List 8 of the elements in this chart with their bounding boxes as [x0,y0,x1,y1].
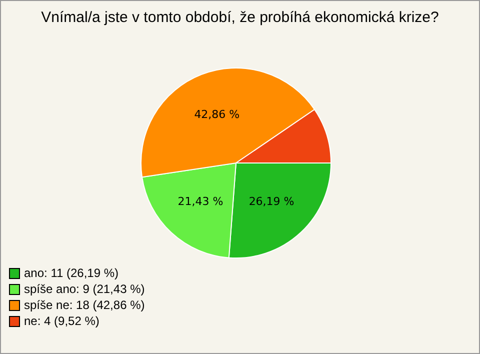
legend-label: spíše ne: 18 (42,86 %) [24,297,145,313]
legend-label: ne: 4 (9,52 %) [24,313,100,329]
legend-label: ano: 11 (26,19 %) [24,265,119,281]
legend-label: spíše ano: 9 (21,43 %) [24,281,145,297]
data-label: 21,43 % [178,194,224,208]
data-label: 26,19 % [248,194,294,208]
data-label: 42,86 % [194,108,240,121]
chart-title: Vnímal/a jste v tomto období, že probíhá ekonomická krize? [40,9,440,26]
